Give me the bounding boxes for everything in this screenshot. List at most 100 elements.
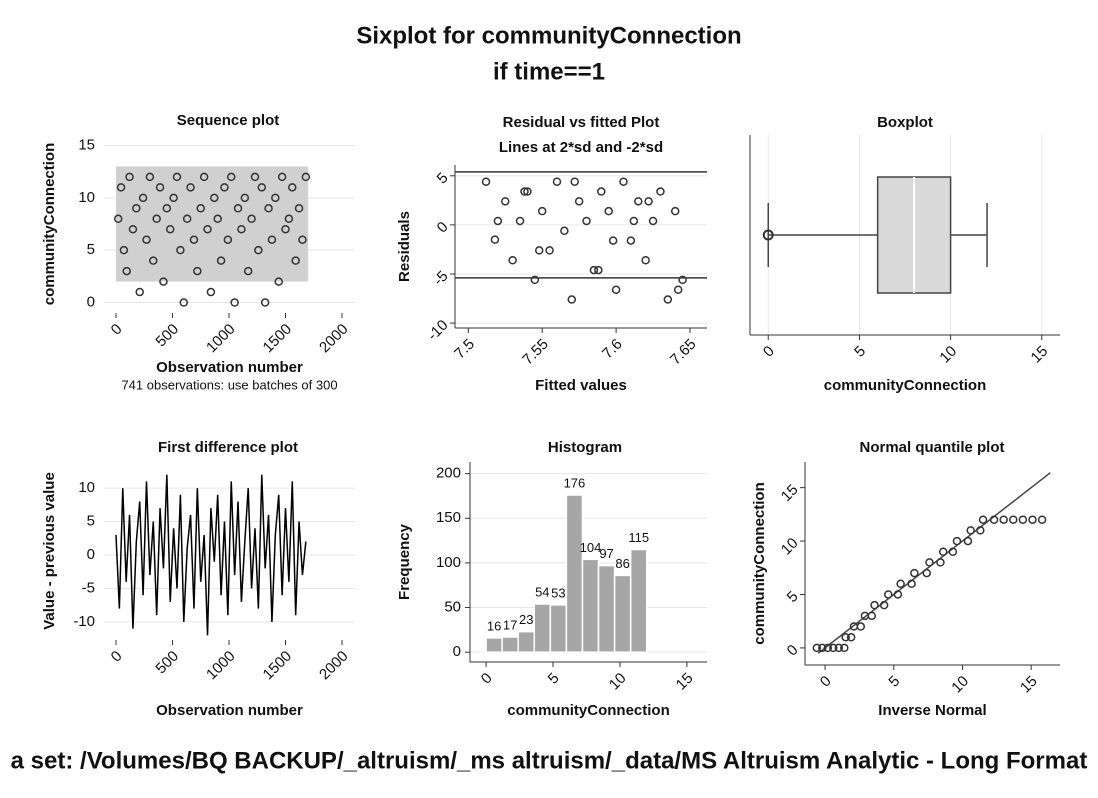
- y-tick-label: 200: [436, 465, 461, 482]
- point: [999, 515, 1008, 524]
- x-tick-label: 500: [152, 321, 182, 351]
- y-tick-label: 10: [78, 189, 95, 206]
- point: [1037, 515, 1047, 524]
- point: [534, 246, 544, 255]
- point: [678, 275, 687, 285]
- point: [220, 183, 229, 192]
- point: [976, 526, 985, 535]
- point: [128, 224, 138, 234]
- y-tick-label: 100: [436, 554, 461, 571]
- point: [963, 536, 973, 546]
- point: [274, 277, 283, 286]
- point: [936, 558, 945, 567]
- point: [812, 643, 822, 653]
- panel-title: Normal quantile plot: [859, 439, 1004, 456]
- x-tick-label: 0: [108, 321, 126, 339]
- point: [271, 193, 280, 203]
- point: [125, 172, 134, 182]
- point: [560, 226, 569, 236]
- point: [199, 172, 209, 182]
- x-tick-label: 10: [936, 343, 960, 367]
- x-tick-label: 7.55: [519, 336, 552, 369]
- point: [277, 172, 287, 182]
- point: [952, 536, 962, 546]
- x-tick-label: 15: [1017, 673, 1041, 697]
- y-axis-label: communityConnection: [41, 143, 58, 306]
- point: [113, 214, 123, 224]
- point: [508, 255, 517, 265]
- y-tick-label: -10: [424, 317, 451, 344]
- panel-title: Histogram: [548, 439, 622, 456]
- x-tick-label: 7.65: [667, 336, 700, 369]
- point: [257, 183, 267, 192]
- x-axis-label: communityConnection: [824, 377, 987, 394]
- point: [301, 172, 311, 182]
- point: [176, 245, 185, 255]
- y-tick-label: 0: [784, 642, 802, 660]
- x-tick-label: 7.5: [451, 336, 478, 363]
- bar-label: 104: [580, 540, 602, 555]
- point: [1009, 515, 1018, 524]
- point: [893, 590, 903, 599]
- panel-title: Sequence plot: [177, 112, 280, 129]
- x-tick-label: 5: [545, 670, 563, 688]
- point: [574, 197, 584, 206]
- point: [152, 214, 161, 224]
- point: [978, 515, 988, 524]
- x-tick-label: 0: [817, 673, 835, 691]
- point: [644, 197, 653, 206]
- point: [250, 172, 260, 182]
- y-tick-label: -5: [82, 579, 95, 596]
- point: [260, 298, 270, 307]
- y-tick-label: 0: [434, 219, 452, 237]
- point: [656, 187, 665, 196]
- point: [159, 277, 168, 286]
- point: [135, 287, 144, 297]
- point: [879, 600, 889, 610]
- point: [119, 245, 129, 255]
- point: [267, 235, 277, 244]
- point: [515, 216, 525, 226]
- bar: [613, 574, 632, 653]
- point: [966, 526, 975, 535]
- x-tick-label: 2000: [316, 321, 352, 357]
- point: [840, 643, 849, 653]
- point: [834, 643, 844, 653]
- point: [1028, 515, 1037, 524]
- x-tick-label: 15: [1028, 343, 1052, 367]
- bar-label: 86: [615, 556, 629, 571]
- y-axis-label: communityConnection: [751, 482, 768, 645]
- main-title: Sixplot for communityConnection: [356, 22, 741, 49]
- point: [145, 172, 155, 182]
- x-tick-label: 500: [152, 648, 182, 678]
- point: [247, 214, 256, 224]
- x-axis-label: Fitted values: [535, 377, 627, 394]
- y-tick-label: 10: [778, 535, 802, 559]
- bar-label: 16: [487, 618, 501, 633]
- y-tick-label: 0: [87, 293, 95, 310]
- point: [818, 643, 827, 653]
- point: [196, 204, 205, 213]
- point: [223, 235, 233, 244]
- point: [493, 216, 503, 226]
- point: [520, 187, 529, 196]
- y-tick-label: 0: [87, 546, 95, 563]
- point: [948, 547, 958, 556]
- point: [298, 235, 307, 244]
- outlier: [762, 229, 774, 241]
- point: [288, 183, 297, 192]
- point: [227, 172, 236, 182]
- point: [856, 622, 866, 631]
- point: [641, 255, 650, 265]
- point: [896, 579, 905, 589]
- point: [210, 193, 219, 203]
- point: [597, 187, 606, 196]
- point: [867, 611, 877, 621]
- footer: a set: /Volumes/BQ BACKUP/_altruism/_ms …: [11, 747, 1088, 774]
- bar: [565, 494, 584, 653]
- point: [884, 590, 893, 599]
- point: [545, 246, 554, 255]
- bar: [501, 636, 519, 653]
- bar: [629, 548, 648, 653]
- point: [841, 632, 850, 642]
